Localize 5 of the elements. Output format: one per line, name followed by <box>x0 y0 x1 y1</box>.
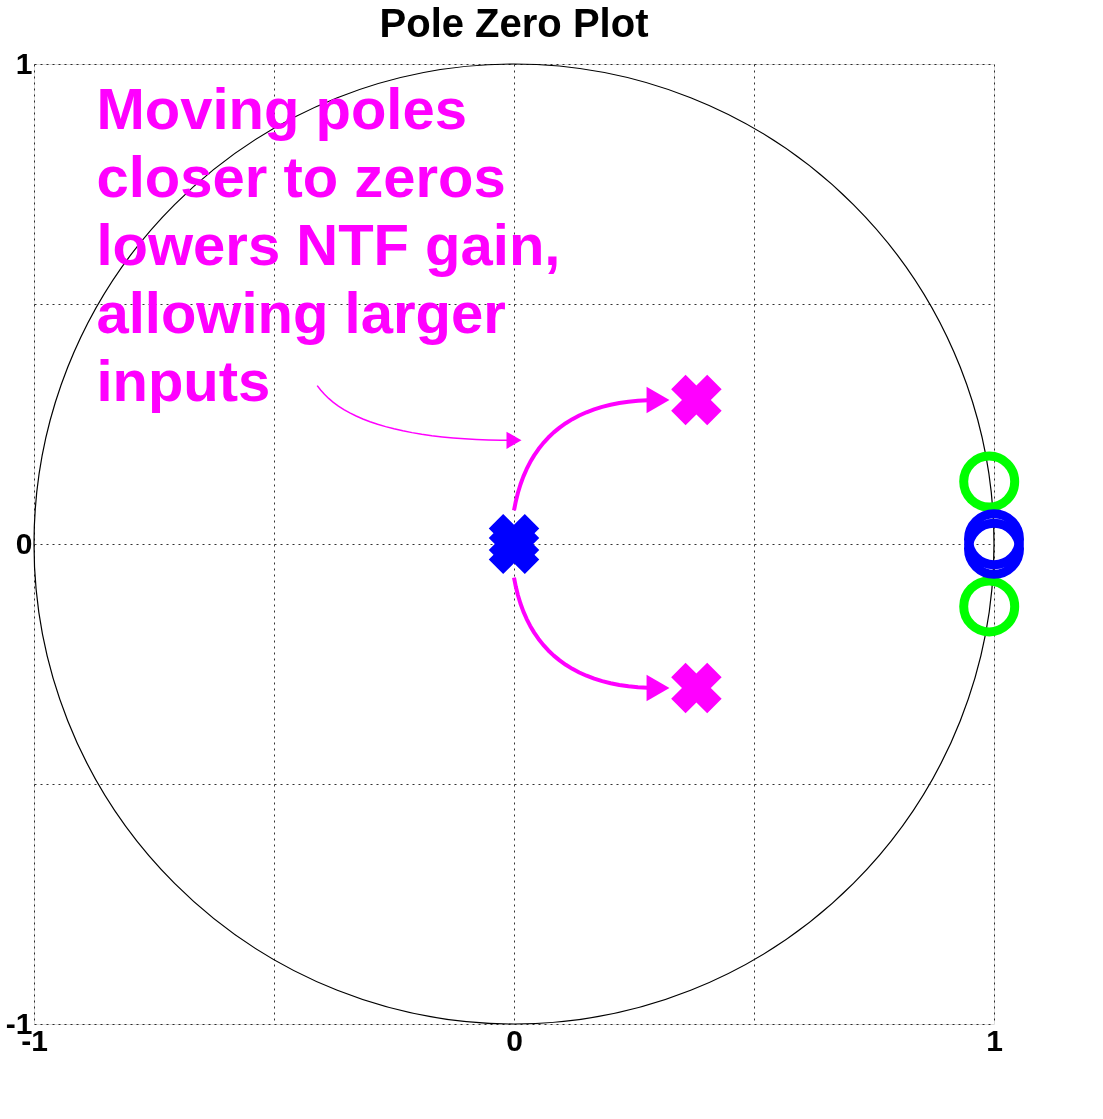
y-tick-label: 0 <box>15 526 33 560</box>
chart-title: Pole Zero Plot <box>379 1 649 45</box>
x-tick-label: 1 <box>986 1023 1003 1057</box>
y-tick-label: 1 <box>15 46 33 80</box>
x-tick-label: 0 <box>506 1023 523 1057</box>
